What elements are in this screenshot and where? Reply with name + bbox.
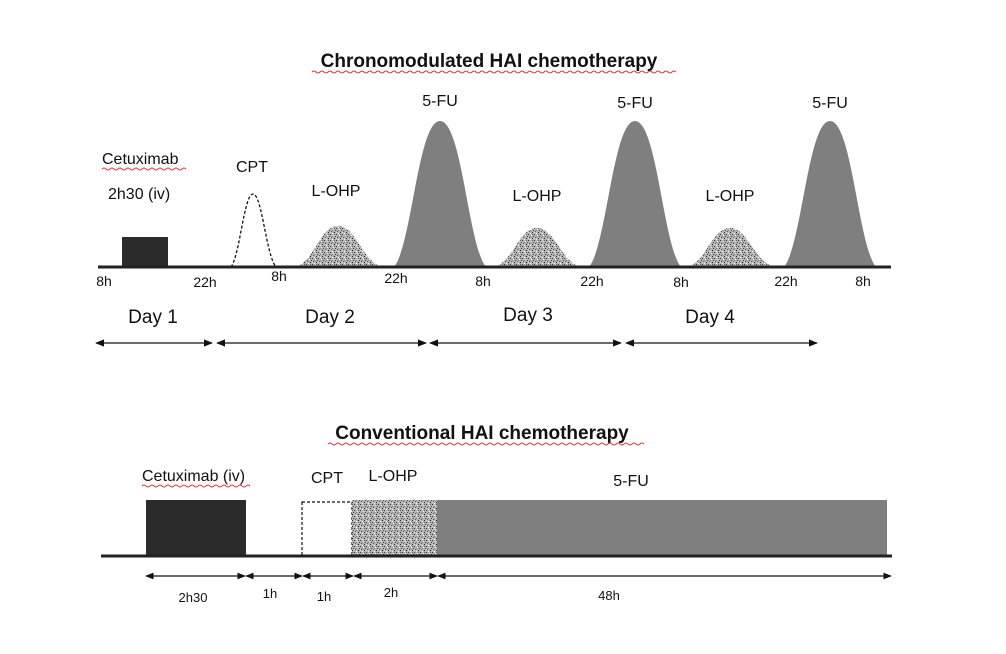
chrono-fu-peak-2 xyxy=(589,121,681,267)
day-label-4: Day 4 xyxy=(685,307,735,328)
conventional-fu-label: 5-FU xyxy=(613,473,649,490)
day-label-2: Day 2 xyxy=(305,307,355,328)
tick-label: 8h xyxy=(271,268,287,284)
tick-label: 8h xyxy=(673,274,689,290)
tick-label: 8h xyxy=(855,273,871,289)
spellcheck-underline xyxy=(327,442,645,446)
spellcheck-underline xyxy=(311,70,677,74)
duration-label: 2h xyxy=(384,585,398,600)
chrono-lohp-label-2: L-OHP xyxy=(513,188,562,205)
tick-label: 22h xyxy=(384,270,407,286)
conventional-title: Conventional HAI chemotherapy xyxy=(335,423,629,444)
conventional-lohp-block xyxy=(352,500,437,556)
day-label-1: Day 1 xyxy=(128,307,178,328)
chrono-cpt-label: CPT xyxy=(236,159,268,176)
duration-label: 1h xyxy=(317,589,331,604)
chrono-fu-peak-1 xyxy=(394,121,486,267)
spellcheck-underline xyxy=(141,484,251,488)
chrono-lohp-label-3: L-OHP xyxy=(706,188,755,205)
tick-label: 8h xyxy=(96,273,112,289)
conventional-cetuximab-block xyxy=(146,500,246,556)
tick-label: 22h xyxy=(774,273,797,289)
duration-label: 1h xyxy=(263,586,277,601)
chrono-fu-label-2: 5-FU xyxy=(617,95,653,112)
duration-label: 48h xyxy=(598,588,620,603)
conventional-section: Conventional HAI chemotherapy Cetuximab … xyxy=(101,423,892,605)
chrono-fu-label-3: 5-FU xyxy=(812,95,848,112)
chrono-lohp-bump-2 xyxy=(495,228,580,267)
chrono-fu-label-1: 5-FU xyxy=(422,93,458,110)
chrono-lohp-bump-1 xyxy=(296,226,382,267)
tick-label: 22h xyxy=(193,274,216,290)
conventional-fu-block xyxy=(437,500,887,556)
chrono-cetuximab-label: Cetuximab xyxy=(102,151,179,168)
chrono-fu-peak-3 xyxy=(784,121,876,267)
tick-label: 8h xyxy=(475,273,491,289)
day-label-3: Day 3 xyxy=(503,305,553,326)
duration-label: 2h30 xyxy=(179,590,208,605)
chrono-cetuximab-dose: 2h30 (iv) xyxy=(108,186,170,203)
chrono-cpt-peak xyxy=(230,193,277,268)
chrono-lohp-bump-3 xyxy=(688,228,774,267)
chrono-title: Chronomodulated HAI chemotherapy xyxy=(321,51,658,72)
conventional-lohp-label: L-OHP xyxy=(369,468,418,485)
conventional-cpt-block xyxy=(301,501,353,557)
spellcheck-underline xyxy=(101,167,187,171)
chrono-section: Chronomodulated HAI chemotherapy Cetuxim… xyxy=(95,51,891,347)
conventional-cetuximab-label: Cetuximab (iv) xyxy=(142,468,245,485)
tick-label: 22h xyxy=(580,273,603,289)
chrono-lohp-label-1: L-OHP xyxy=(312,183,361,200)
chrono-cetuximab-bar xyxy=(122,237,168,266)
conventional-cpt-label: CPT xyxy=(311,470,343,487)
